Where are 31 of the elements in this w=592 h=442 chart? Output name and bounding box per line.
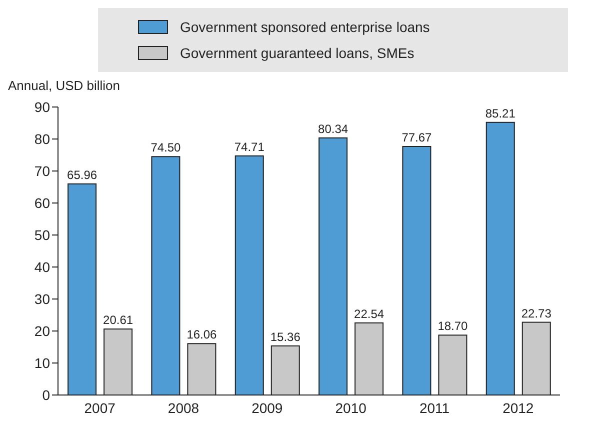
y-tick-label: 40 [34,258,50,275]
x-tick-label: 2007 [84,400,116,416]
legend-label: Government guaranteed loans, SMEs [180,45,414,61]
y-axis-title: Annual, USD billion [8,78,122,93]
y-tick-label: 60 [34,194,50,211]
x-tick-label: 2008 [168,400,200,416]
text: 16.06 [186,328,217,342]
text: 80.34 [318,122,348,136]
text: 74.50 [150,140,181,155]
y-tick-label: 70 [34,162,50,179]
x-tick-label: 2010 [335,400,367,416]
text: 65.96 [67,168,98,182]
y-tick-label: 90 [34,98,50,115]
x-tick-label: 2009 [252,400,283,416]
y-tick-label: 50 [34,226,50,243]
y-tick-label: 80 [34,130,50,147]
text: 22.54 [354,306,384,321]
legend-label: Government sponsored enterprise loans [180,19,430,35]
text: 77.67 [402,130,432,144]
x-tick-label: 2012 [502,400,534,416]
text: 22.73 [521,306,552,320]
text: 18.70 [438,319,468,334]
text: 85.21 [485,106,516,120]
text: 20.61 [103,313,134,328]
text: 74.71 [234,140,264,154]
y-tick-label: 10 [34,354,50,371]
text: 15.36 [270,330,300,344]
x-tick-label: 2011 [419,400,450,416]
y-tick-label: 0 [42,386,50,403]
y-tick-label: 20 [34,322,50,339]
y-tick-label: 30 [34,290,50,307]
